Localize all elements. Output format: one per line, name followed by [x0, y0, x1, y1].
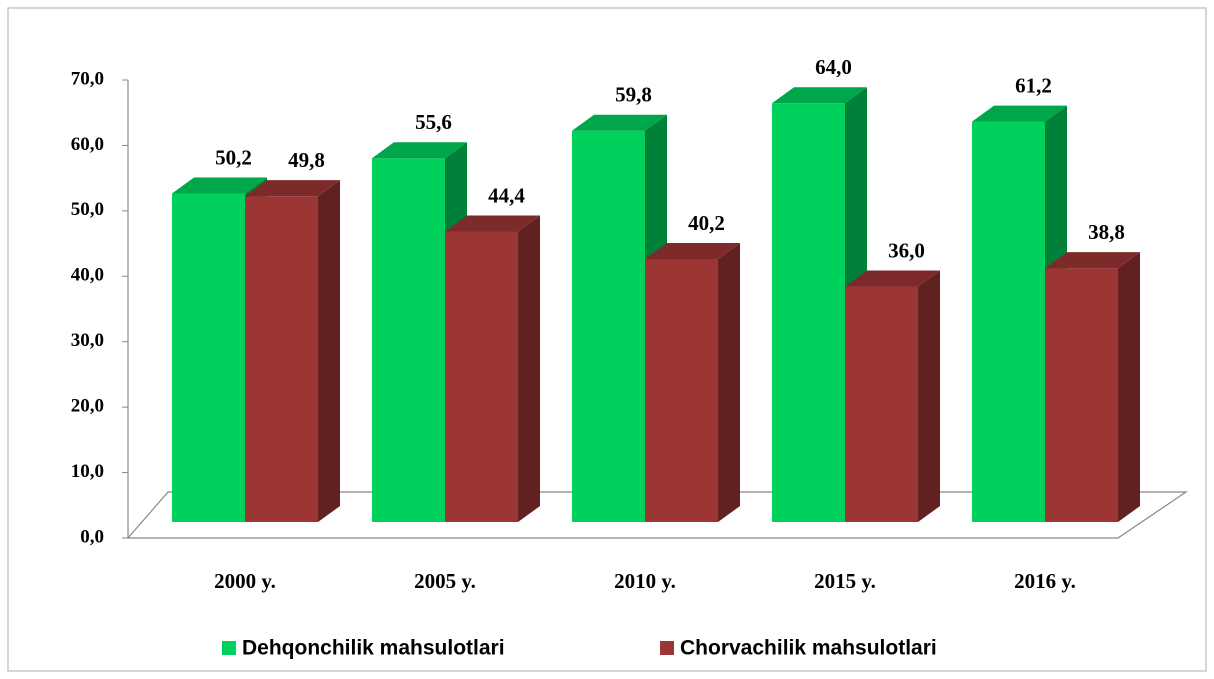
- value-label: 36,0: [888, 238, 925, 262]
- y-tick-label: 70,0: [71, 68, 104, 89]
- bar-side: [718, 242, 740, 522]
- y-tick-label: 40,0: [71, 265, 104, 286]
- bar-top: [772, 87, 867, 104]
- bar: [972, 121, 1045, 522]
- y-tick-label: 20,0: [71, 396, 104, 417]
- legend-label: Dehqonchilik mahsulotlari: [242, 637, 505, 660]
- bar-side: [518, 215, 540, 523]
- bar: [572, 130, 645, 523]
- x-tick-label: 2015 y.: [814, 569, 876, 593]
- value-label: 38,8: [1088, 220, 1125, 244]
- bar-top: [372, 142, 467, 159]
- bar-side: [318, 180, 340, 522]
- bar: [772, 103, 845, 522]
- bar: [1045, 268, 1118, 522]
- legend-swatch: [660, 641, 674, 655]
- value-label: 61,2: [1015, 73, 1052, 97]
- bar-top: [645, 242, 740, 259]
- bar: [372, 158, 445, 522]
- bar-top: [172, 177, 267, 194]
- value-label: 59,8: [615, 83, 652, 107]
- value-label: 50,2: [215, 145, 252, 169]
- bar: [445, 231, 518, 523]
- y-tick-label: 60,0: [71, 134, 104, 155]
- legend-swatch: [222, 641, 236, 655]
- bar: [245, 196, 318, 522]
- bar-top: [245, 180, 340, 197]
- y-tick-label: 30,0: [71, 330, 104, 351]
- bar-top: [445, 215, 540, 232]
- bar-top: [972, 105, 1067, 122]
- bar-top: [572, 114, 667, 131]
- x-tick-label: 2010 y.: [614, 569, 676, 593]
- x-tick-label: 2016 y.: [1014, 569, 1076, 593]
- x-tick-label: 2000 y.: [214, 569, 276, 593]
- value-label: 44,4: [488, 183, 525, 207]
- legend-label: Chorvachilik mahsulotlari: [680, 637, 937, 660]
- y-tick-label: 50,0: [71, 199, 104, 220]
- value-label: 64,0: [815, 55, 852, 79]
- bar-side: [918, 270, 940, 522]
- bar-top: [845, 270, 940, 287]
- y-tick-label: 10,0: [71, 461, 104, 482]
- value-label: 49,8: [288, 148, 325, 172]
- bar: [845, 286, 918, 522]
- bar: [645, 258, 718, 522]
- value-label: 55,6: [415, 110, 452, 134]
- bar-top: [1045, 252, 1140, 269]
- value-label: 40,2: [688, 211, 725, 235]
- x-tick-label: 2005 y.: [414, 569, 476, 593]
- bar-side: [1118, 252, 1140, 522]
- bar: [172, 193, 245, 522]
- y-tick-label: 0,0: [80, 526, 104, 547]
